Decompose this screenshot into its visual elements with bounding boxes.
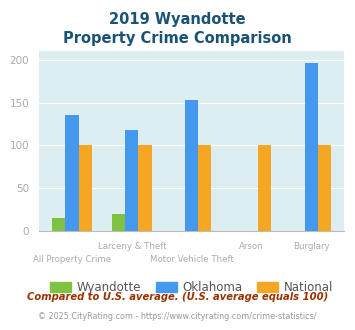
Bar (305, 63, 318, 231)
Text: 2019 Wyandotte: 2019 Wyandotte (109, 12, 246, 26)
Text: Larceny & Theft: Larceny & Theft (98, 242, 166, 251)
Bar (112, 214, 125, 231)
Text: © 2025 CityRating.com - https://www.cityrating.com/crime-statistics/: © 2025 CityRating.com - https://www.city… (38, 312, 317, 321)
Bar (258, 145, 271, 231)
Text: Property Crime Comparison: Property Crime Comparison (63, 31, 292, 46)
Text: Arson: Arson (239, 242, 264, 251)
Legend: Wyandotte, Oklahoma, National: Wyandotte, Oklahoma, National (45, 277, 338, 299)
Bar (198, 145, 212, 231)
Bar (52, 218, 65, 231)
Text: Motor Vehicle Theft: Motor Vehicle Theft (150, 255, 234, 264)
Bar (185, 100, 198, 231)
Bar (318, 145, 331, 231)
Text: All Property Crime: All Property Crime (33, 255, 111, 264)
Bar (125, 130, 138, 231)
Bar (78, 145, 92, 231)
Bar (138, 145, 152, 231)
Bar (65, 115, 78, 231)
Text: Burglary: Burglary (293, 242, 330, 251)
Text: Compared to U.S. average. (U.S. average equals 100): Compared to U.S. average. (U.S. average … (27, 292, 328, 302)
